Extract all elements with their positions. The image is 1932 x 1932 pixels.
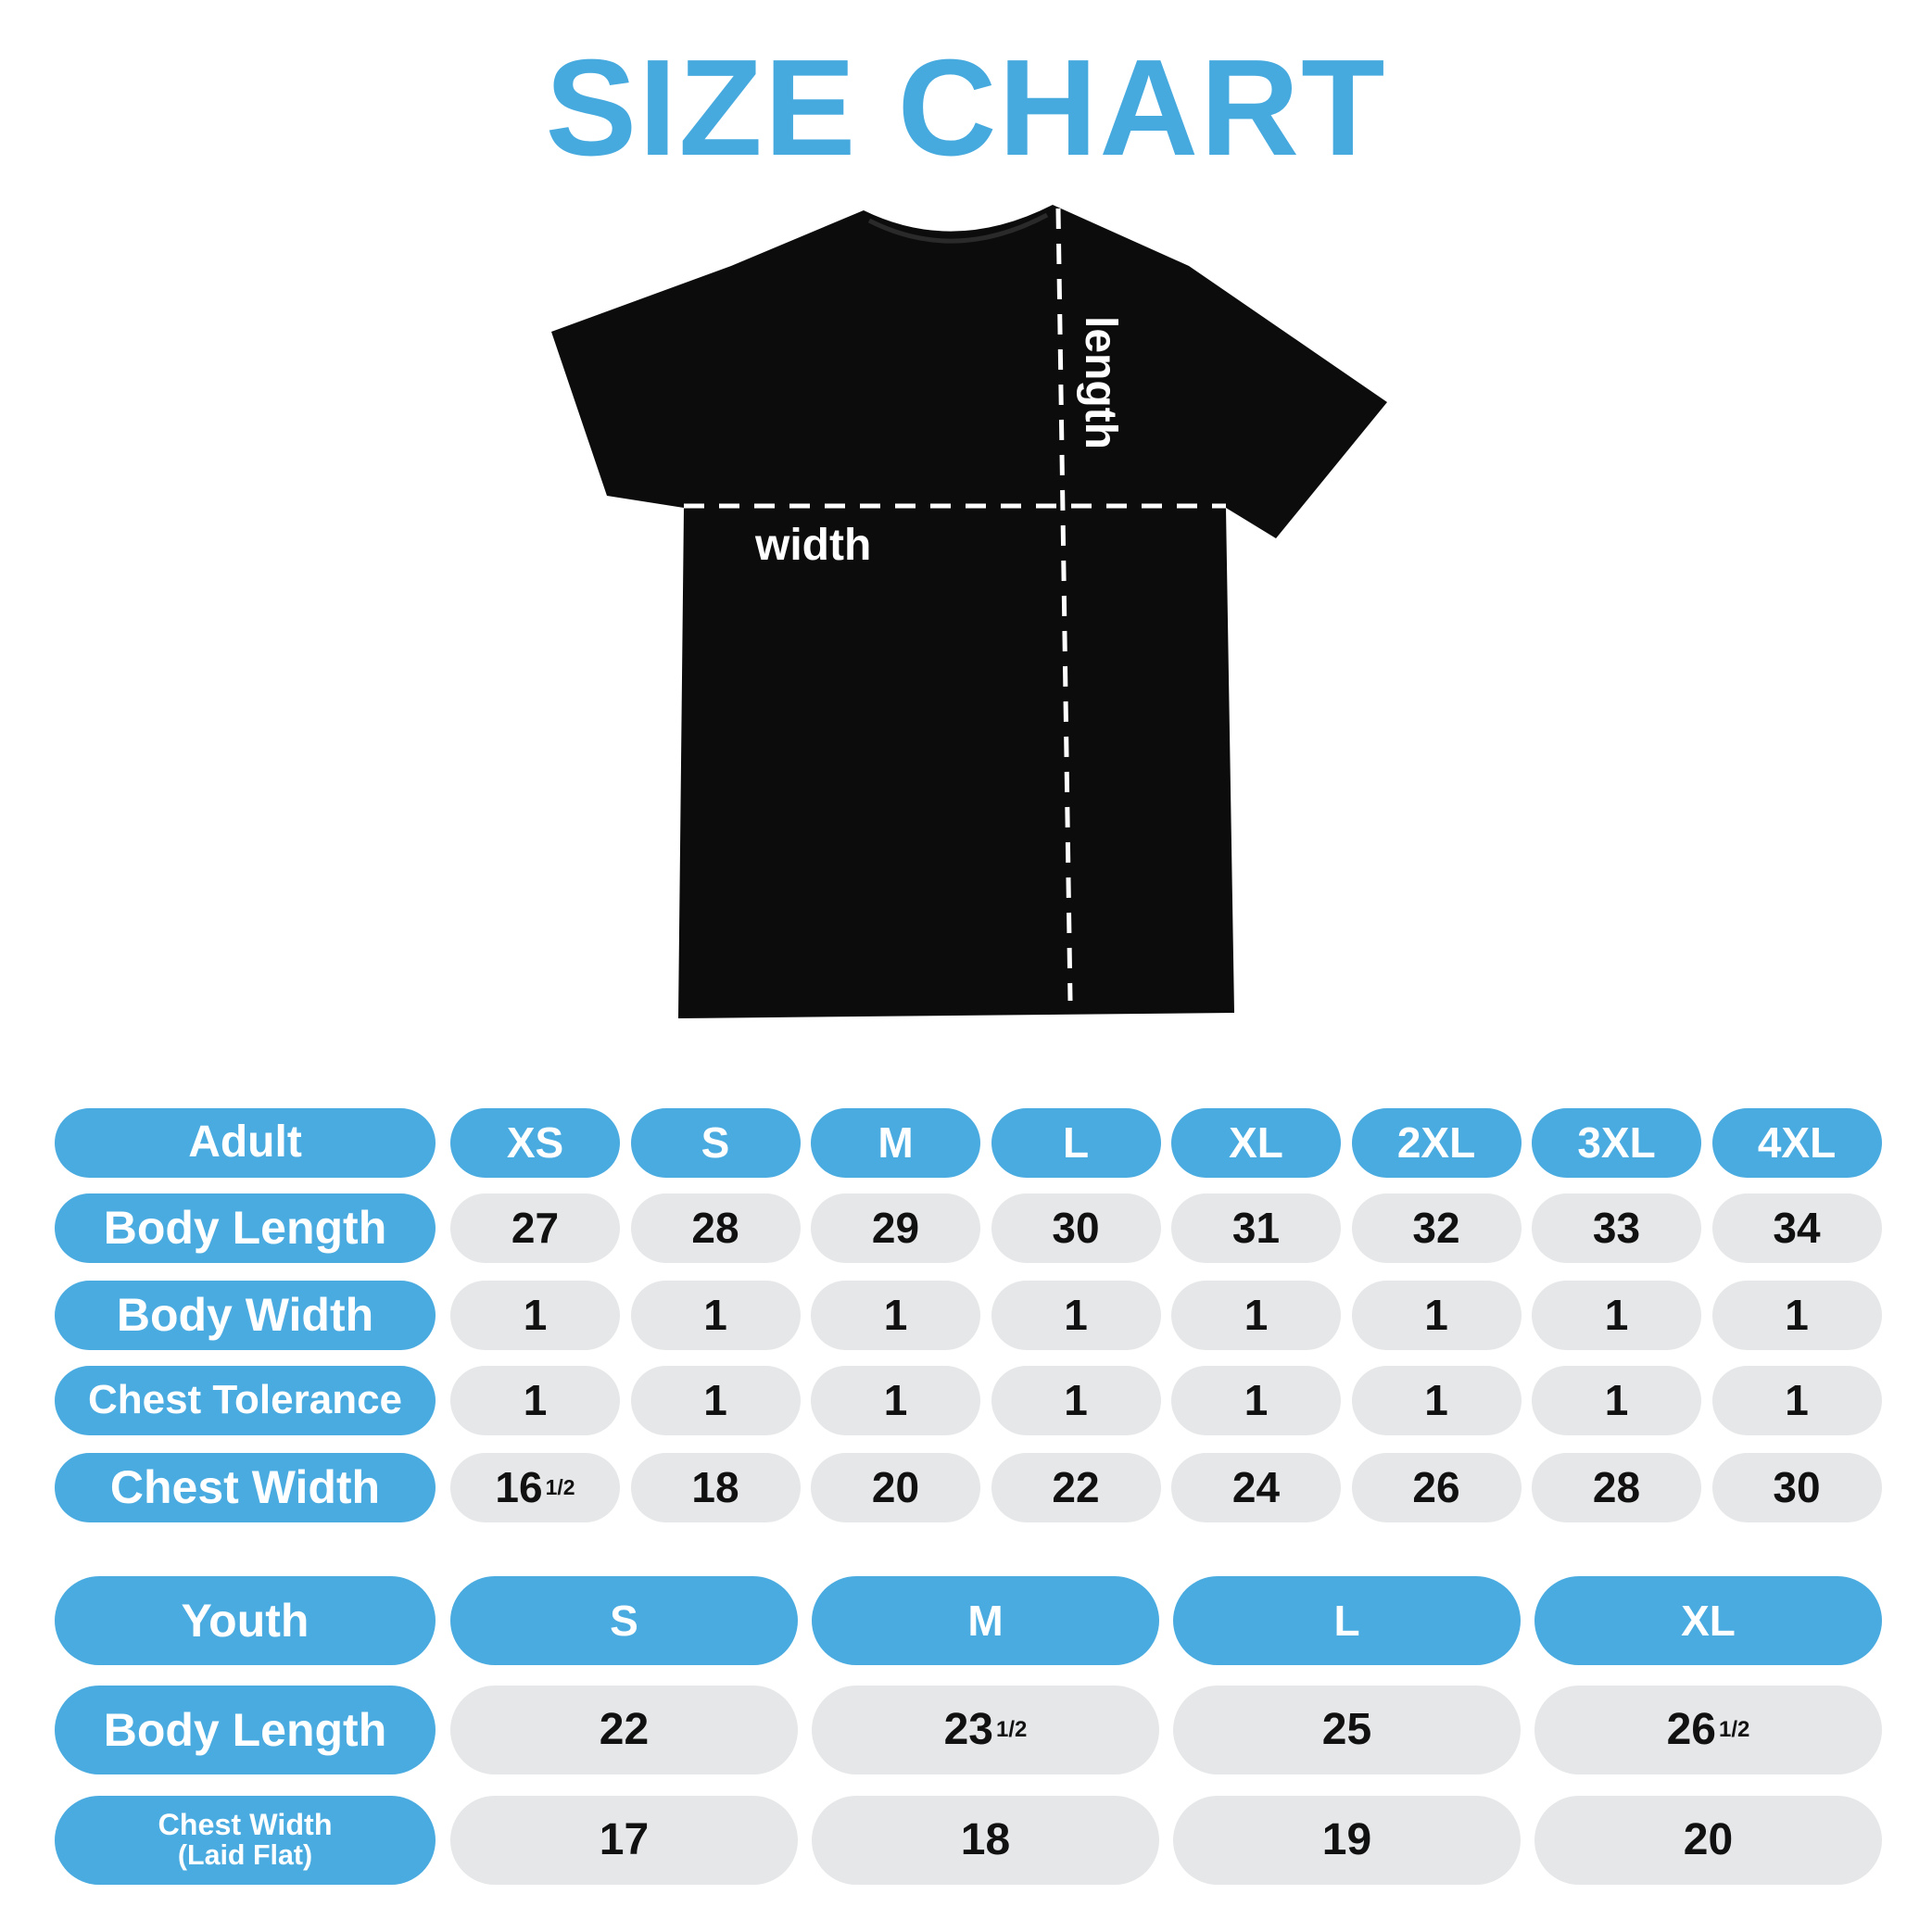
youth-size-header: S — [450, 1576, 798, 1665]
adult-cell: 1 — [1351, 1281, 1522, 1350]
adult-cell: 1 — [450, 1366, 620, 1435]
adult-row-label: Chest Tolerance — [55, 1366, 436, 1435]
width-label: width — [754, 521, 871, 570]
youth-row-label: Chest Width (Laid Flat) — [55, 1796, 436, 1885]
tshirt-illustration — [551, 205, 1387, 1018]
adult-size-header: 2XL — [1351, 1108, 1522, 1178]
adult-cell: 1 — [1532, 1366, 1701, 1435]
page-title: SIZE CHART — [545, 32, 1387, 184]
length-measure-line — [1055, 208, 1073, 1002]
adult-cell: 34 — [1711, 1193, 1882, 1263]
adult-cell: 33 — [1532, 1193, 1701, 1263]
adult-size-header: XL — [1171, 1108, 1341, 1178]
adult-size-header: XS — [450, 1108, 620, 1178]
adult-cell: 27 — [450, 1193, 620, 1263]
tshirt-diagram: width length — [551, 205, 1387, 1018]
youth-size-header: M — [812, 1576, 1159, 1665]
adult-cell: 20 — [811, 1453, 980, 1522]
adult-size-header: 4XL — [1711, 1108, 1882, 1178]
adult-cell: 30 — [1711, 1453, 1882, 1522]
adult-cell: 28 — [1532, 1453, 1701, 1522]
adult-cell: 1 — [630, 1366, 801, 1435]
adult-size-header: S — [630, 1108, 801, 1178]
adult-header: Adult — [55, 1108, 436, 1178]
tshirt-collar — [867, 212, 1049, 244]
adult-cell: 22 — [991, 1453, 1161, 1522]
adult-cell: 29 — [811, 1193, 980, 1263]
adult-size-header: M — [811, 1108, 980, 1178]
adult-cell: 30 — [991, 1193, 1161, 1263]
adult-cell: 31 — [1171, 1193, 1341, 1263]
adult-size-header: L — [991, 1108, 1161, 1178]
adult-cell: 28 — [630, 1193, 801, 1263]
adult-row-label: Body Length — [55, 1193, 436, 1263]
youth-header: Youth — [55, 1576, 436, 1665]
youth-cell: 22 — [450, 1686, 798, 1774]
youth-row-label: Body Length — [55, 1686, 436, 1774]
adult-cell: 1 — [1351, 1366, 1522, 1435]
adult-cell: 1 — [991, 1366, 1161, 1435]
adult-cell: 1 — [811, 1281, 980, 1350]
youth-cell: 17 — [450, 1796, 798, 1885]
adult-cell: 26 — [1351, 1453, 1522, 1522]
length-label: length — [1076, 316, 1125, 449]
adult-cell: 32 — [1351, 1193, 1522, 1263]
youth-size-header: L — [1173, 1576, 1521, 1665]
youth-cell: 18 — [812, 1796, 1159, 1885]
adult-cell: 1 — [450, 1281, 620, 1350]
youth-cell: 20 — [1534, 1796, 1882, 1885]
youth-cell: 26 1/2 — [1534, 1686, 1882, 1774]
adult-cell: 1 — [1711, 1281, 1882, 1350]
adult-cell: 18 — [630, 1453, 801, 1522]
adult-row-label: Chest Width — [55, 1453, 436, 1522]
adult-cell: 1 — [630, 1281, 801, 1350]
adult-cell: 1 — [1171, 1281, 1341, 1350]
youth-cell: 23 1/2 — [812, 1686, 1159, 1774]
adult-cell: 24 — [1171, 1453, 1341, 1522]
adult-cell: 1 — [811, 1366, 980, 1435]
adult-cell: 1 — [1711, 1366, 1882, 1435]
adult-cell: 1 — [991, 1281, 1161, 1350]
adult-cell: 1 — [1532, 1281, 1701, 1350]
youth-cell: 19 — [1173, 1796, 1521, 1885]
adult-cell: 16 1/2 — [450, 1453, 620, 1522]
youth-size-header: XL — [1534, 1576, 1882, 1665]
youth-cell: 25 — [1173, 1686, 1521, 1774]
adult-row-label: Body Width — [55, 1281, 436, 1350]
adult-size-header: 3XL — [1532, 1108, 1701, 1178]
adult-cell: 1 — [1171, 1366, 1341, 1435]
